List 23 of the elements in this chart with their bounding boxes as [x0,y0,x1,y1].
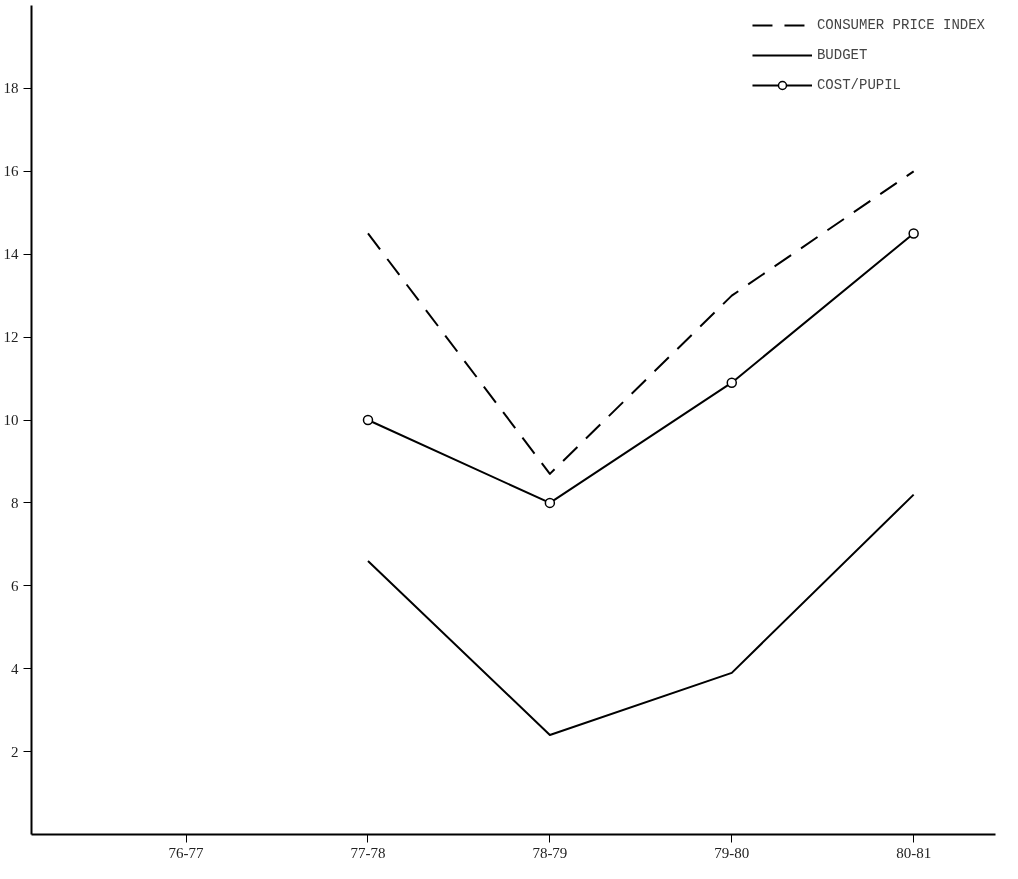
y-tick-label: 2 [11,743,19,760]
x-tick-label: 77-78 [350,844,386,861]
legend-label: COST/PUPIL [816,77,901,93]
y-tick-label: 10 [3,412,19,428]
y-tick-label: 14 [3,246,19,263]
y-tick-label: 16 [3,163,19,180]
y-tick-label: 8 [11,494,19,511]
legend-label: BUDGET [816,47,868,63]
point [362,414,374,426]
y-tick-label: 12 [3,329,19,346]
line-series [366,493,915,737]
point [908,228,919,239]
line-series [366,170,915,475]
x-tick-label: 76-77 [168,844,205,861]
x-tick-label: 80-81 [896,844,932,861]
x-tick-label: 79-80 [714,844,750,861]
y-tick-label: 6 [11,577,19,594]
legend-label: CONSUMER PRICE INDEX [816,17,985,33]
y-tick-label: 4 [11,660,19,677]
point [726,377,738,388]
y-tick-label: 18 [3,80,19,97]
x-tick-label: 78-79 [532,844,568,861]
point [544,497,556,509]
